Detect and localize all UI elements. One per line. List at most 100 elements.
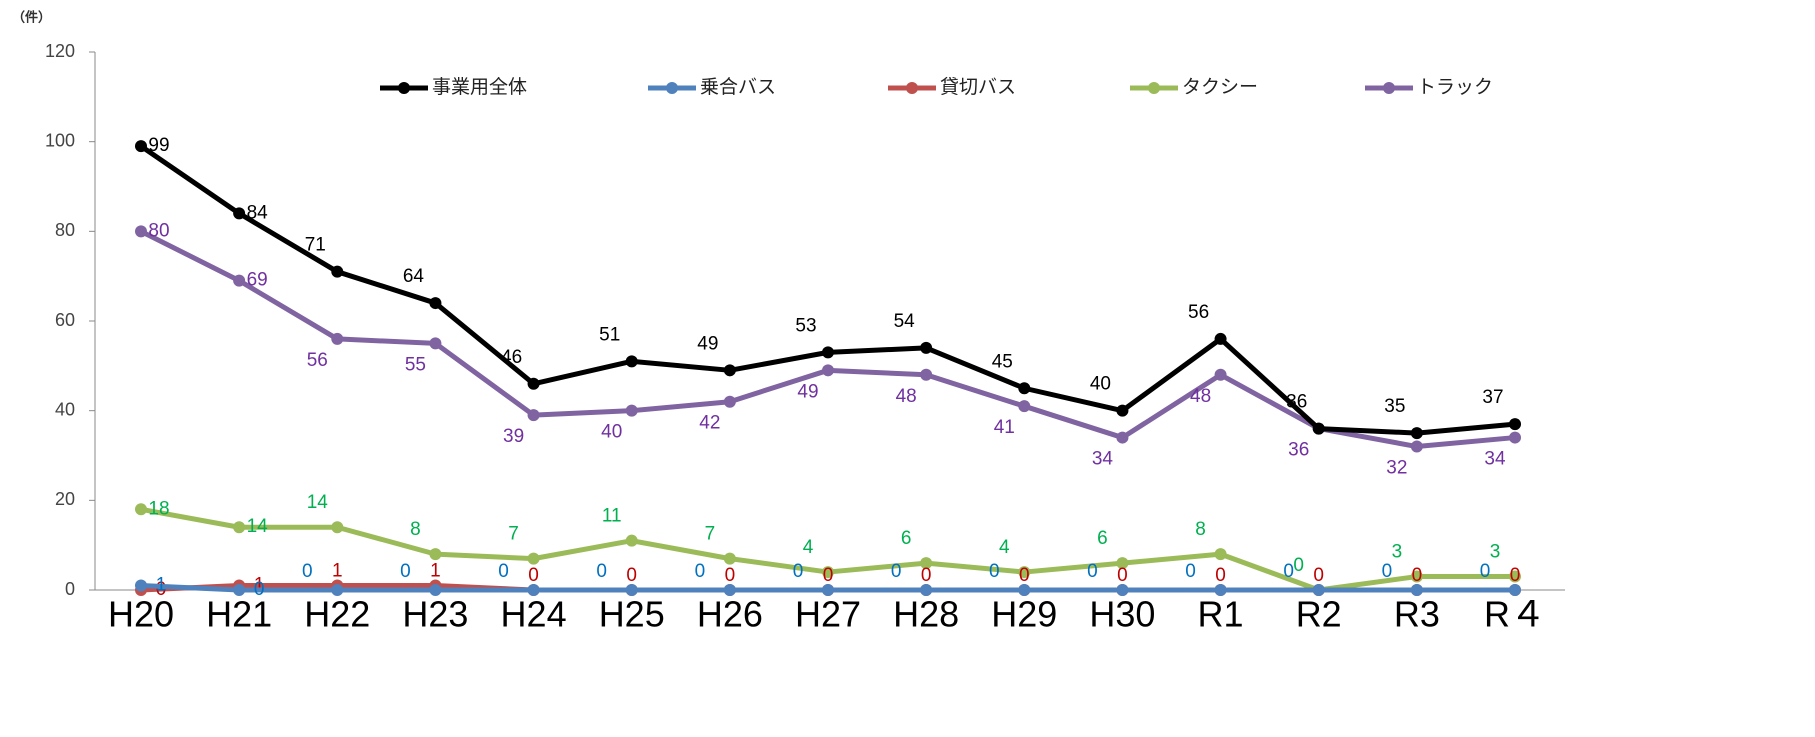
legend-marker [666, 82, 678, 94]
y-tick-label: 20 [55, 489, 75, 509]
data-label: 0 [528, 565, 539, 586]
point [920, 584, 933, 596]
point [331, 332, 344, 345]
point [233, 521, 246, 534]
x-tick-label: H20 [108, 594, 174, 635]
point [135, 579, 147, 592]
data-label: 32 [1386, 458, 1407, 479]
data-label: 36 [1288, 440, 1309, 461]
data-label: 48 [1190, 386, 1211, 407]
data-label: 69 [247, 270, 268, 291]
point [1509, 584, 1521, 596]
data-label: 37 [1482, 387, 1503, 408]
data-label: 46 [501, 347, 522, 368]
point [625, 534, 638, 547]
point [429, 297, 442, 310]
point [429, 584, 442, 596]
data-label: 3 [1490, 542, 1501, 563]
point [1410, 584, 1423, 596]
point [822, 566, 834, 579]
data-label: 0 [891, 561, 902, 582]
point [1410, 427, 1423, 440]
point [920, 557, 933, 570]
data-label: 18 [148, 498, 169, 519]
x-tick-label: R3 [1394, 594, 1440, 635]
data-label: 56 [307, 350, 328, 371]
y-tick-label: 120 [45, 41, 75, 61]
data-label: 41 [994, 417, 1015, 438]
data-label: 7 [508, 524, 519, 545]
data-label: 0 [400, 561, 411, 582]
point [920, 368, 933, 381]
point [135, 225, 147, 238]
data-label: 7 [705, 524, 716, 545]
point [1214, 548, 1227, 561]
y-tick-label: 60 [55, 310, 75, 330]
data-label: 55 [405, 354, 426, 375]
data-label: 39 [503, 426, 524, 447]
point [1509, 570, 1521, 583]
data-label: 1 [430, 561, 441, 582]
data-label: 99 [148, 135, 169, 156]
point [331, 265, 344, 278]
point [1018, 382, 1031, 395]
data-label: 49 [697, 333, 718, 354]
point [1214, 584, 1227, 596]
data-label: 8 [1195, 519, 1206, 540]
x-tick-label: H30 [1089, 594, 1155, 635]
data-label: 0 [823, 565, 834, 586]
data-label: 34 [1092, 449, 1114, 470]
point [527, 584, 540, 596]
data-label: 0 [921, 565, 932, 586]
point [723, 584, 736, 596]
data-label: 53 [795, 315, 816, 336]
data-label: 0 [1215, 565, 1226, 586]
series-line [139, 229, 1516, 450]
x-tick-label: R2 [1296, 594, 1342, 635]
series-line [139, 144, 1516, 436]
data-label: 1 [156, 575, 167, 596]
legend-marker [1383, 82, 1395, 94]
point [331, 521, 344, 534]
point [1116, 404, 1129, 417]
data-label: 6 [1097, 528, 1108, 549]
data-label: 0 [1019, 565, 1030, 586]
x-tick-label: H29 [991, 594, 1057, 635]
data-label: 0 [725, 565, 736, 586]
data-label: 6 [901, 528, 912, 549]
data-label: 0 [1313, 565, 1324, 586]
data-label: 1 [254, 575, 265, 596]
point [1018, 400, 1031, 413]
point [1018, 584, 1031, 596]
x-tick-label: H23 [402, 594, 468, 635]
point [527, 377, 540, 390]
data-label: 0 [302, 561, 313, 582]
point [625, 404, 638, 417]
x-tick-label: R４ [1484, 594, 1546, 635]
data-label: 45 [992, 351, 1013, 372]
data-label: 4 [803, 537, 814, 558]
x-tick-label: R1 [1198, 594, 1244, 635]
point [1509, 418, 1521, 431]
data-label: 56 [1188, 302, 1209, 323]
data-label: 0 [596, 561, 607, 582]
x-tick-label: H27 [795, 594, 861, 635]
x-tick-label: H21 [206, 594, 272, 635]
y-tick-label: 80 [55, 220, 75, 240]
data-label: 0 [989, 561, 1000, 582]
x-tick-label: H22 [304, 594, 370, 635]
data-label: 40 [1090, 374, 1111, 395]
data-label: 40 [601, 422, 622, 443]
point [135, 140, 147, 153]
data-label: 48 [896, 386, 917, 407]
x-tick-label: H24 [501, 594, 567, 635]
data-label: 84 [247, 202, 269, 223]
data-label: 0 [1480, 561, 1491, 582]
y-tick-label: 40 [55, 399, 75, 419]
point [1410, 570, 1423, 583]
data-label: 1 [332, 561, 343, 582]
data-label: 14 [247, 516, 269, 537]
point [723, 395, 736, 408]
data-label: 4 [999, 537, 1010, 558]
